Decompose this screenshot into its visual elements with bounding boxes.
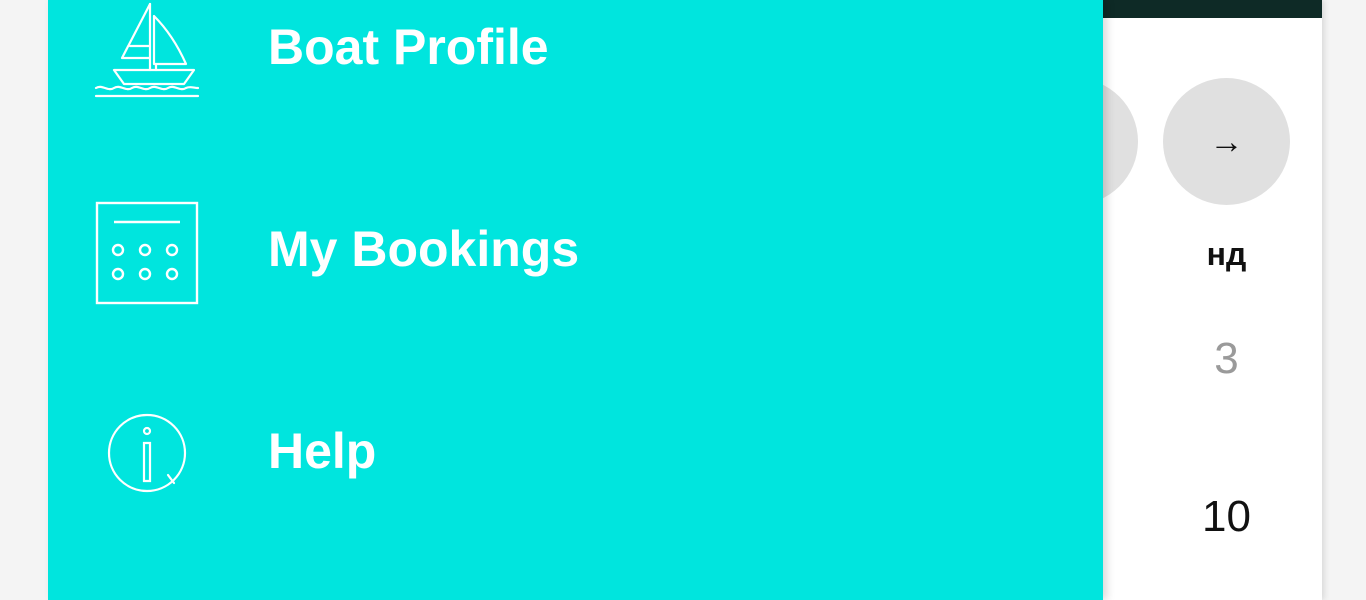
menu-item-label: My Bookings [268, 221, 580, 277]
menu-item-help[interactable]: Help [48, 390, 1103, 520]
calendar-card: → нд 3 10 [1011, 0, 1322, 600]
next-month-button[interactable]: → [1163, 78, 1290, 205]
weekday-header-sunday: нд [1206, 236, 1247, 272]
calendar-day[interactable]: 10 [1202, 492, 1251, 541]
info-icon [107, 413, 187, 493]
calendar-header-bar [1080, 0, 1322, 18]
arrow-right-icon: → [1209, 122, 1244, 161]
menu-item-label: Boat Profile [268, 19, 549, 75]
calendar-icon [95, 201, 199, 305]
menu-item-label: Help [268, 423, 377, 479]
calendar-day[interactable]: 3 [1214, 334, 1239, 383]
menu-item-my-bookings[interactable]: My Bookings [48, 190, 1103, 320]
side-drawer: Boat Profile My Bookings Help [48, 0, 1103, 600]
sailboat-icon [94, 2, 200, 98]
menu-item-boat-profile[interactable]: Boat Profile [48, 0, 1103, 120]
